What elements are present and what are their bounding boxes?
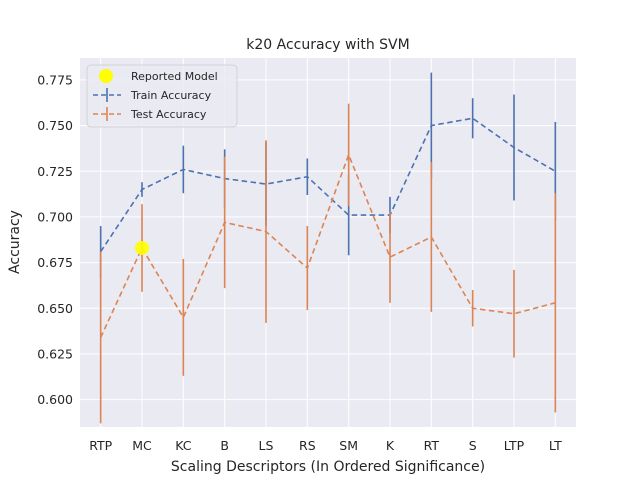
legend: Reported Model Train Accuracy Test Accur… <box>86 64 238 128</box>
data-point <box>348 214 350 216</box>
data-point <box>182 168 184 171</box>
x-tick-label: RTP <box>89 438 112 453</box>
data-point <box>472 307 474 309</box>
y-tick-label: 0.600 <box>37 392 73 407</box>
chart-title: k20 Accuracy with SVM <box>246 37 409 53</box>
y-tick-label: 0.650 <box>37 301 73 316</box>
data-point <box>554 170 556 172</box>
series-layer <box>99 72 557 424</box>
data-point <box>141 188 143 191</box>
x-axis-label: Scaling Descriptors (In Ordered Signific… <box>171 459 485 475</box>
legend-test-label: Test Accuracy <box>130 108 207 121</box>
x-tick-label: LT <box>549 438 562 453</box>
data-point <box>265 230 267 233</box>
y-tick-label: 0.750 <box>37 118 73 133</box>
legend-reported-model-label: Reported Model <box>131 70 218 83</box>
data-point <box>389 256 391 258</box>
reported-model-marker <box>135 240 149 255</box>
tick-labels: 0.600 0.625 0.650 0.675 0.700 0.725 0.750 0.775… <box>37 72 562 453</box>
series-line <box>100 117 556 253</box>
y-axis-label: Accuracy <box>7 210 23 274</box>
reported-model-layer <box>135 240 149 255</box>
data-point <box>100 336 102 339</box>
data-point <box>306 267 308 269</box>
data-point <box>513 313 515 315</box>
x-tick-label: SM <box>339 438 358 453</box>
data-point <box>554 302 556 304</box>
y-tick-label: 0.700 <box>37 209 73 224</box>
data-point <box>513 146 515 149</box>
series-line <box>99 154 556 338</box>
x-tick-label: S <box>469 438 477 453</box>
x-tick-label: KC <box>175 438 192 453</box>
y-tick-label: 0.675 <box>37 255 73 270</box>
data-point <box>430 236 432 238</box>
y-tick-label: 0.625 <box>37 346 73 361</box>
x-tick-label: MC <box>132 438 152 453</box>
x-tick-label: RT <box>424 438 440 453</box>
data-point <box>306 176 308 178</box>
data-point <box>430 124 432 127</box>
x-tick-label: K <box>386 438 395 453</box>
series-test-accuracy <box>99 103 557 424</box>
legend-train-label: Train Accuracy <box>130 89 212 102</box>
x-tick-label: RS <box>299 438 316 453</box>
y-tick-label: 0.775 <box>37 72 73 87</box>
data-point <box>348 154 350 156</box>
x-tick-label: B <box>220 438 229 453</box>
y-tick-label: 0.725 <box>37 164 73 179</box>
data-point <box>182 316 184 318</box>
legend-reported-model-marker <box>99 69 113 83</box>
data-point <box>224 221 226 224</box>
data-point <box>472 117 474 119</box>
x-tick-label: LS <box>259 438 274 453</box>
legend-box <box>86 64 238 128</box>
x-tick-label: LTP <box>504 438 525 453</box>
